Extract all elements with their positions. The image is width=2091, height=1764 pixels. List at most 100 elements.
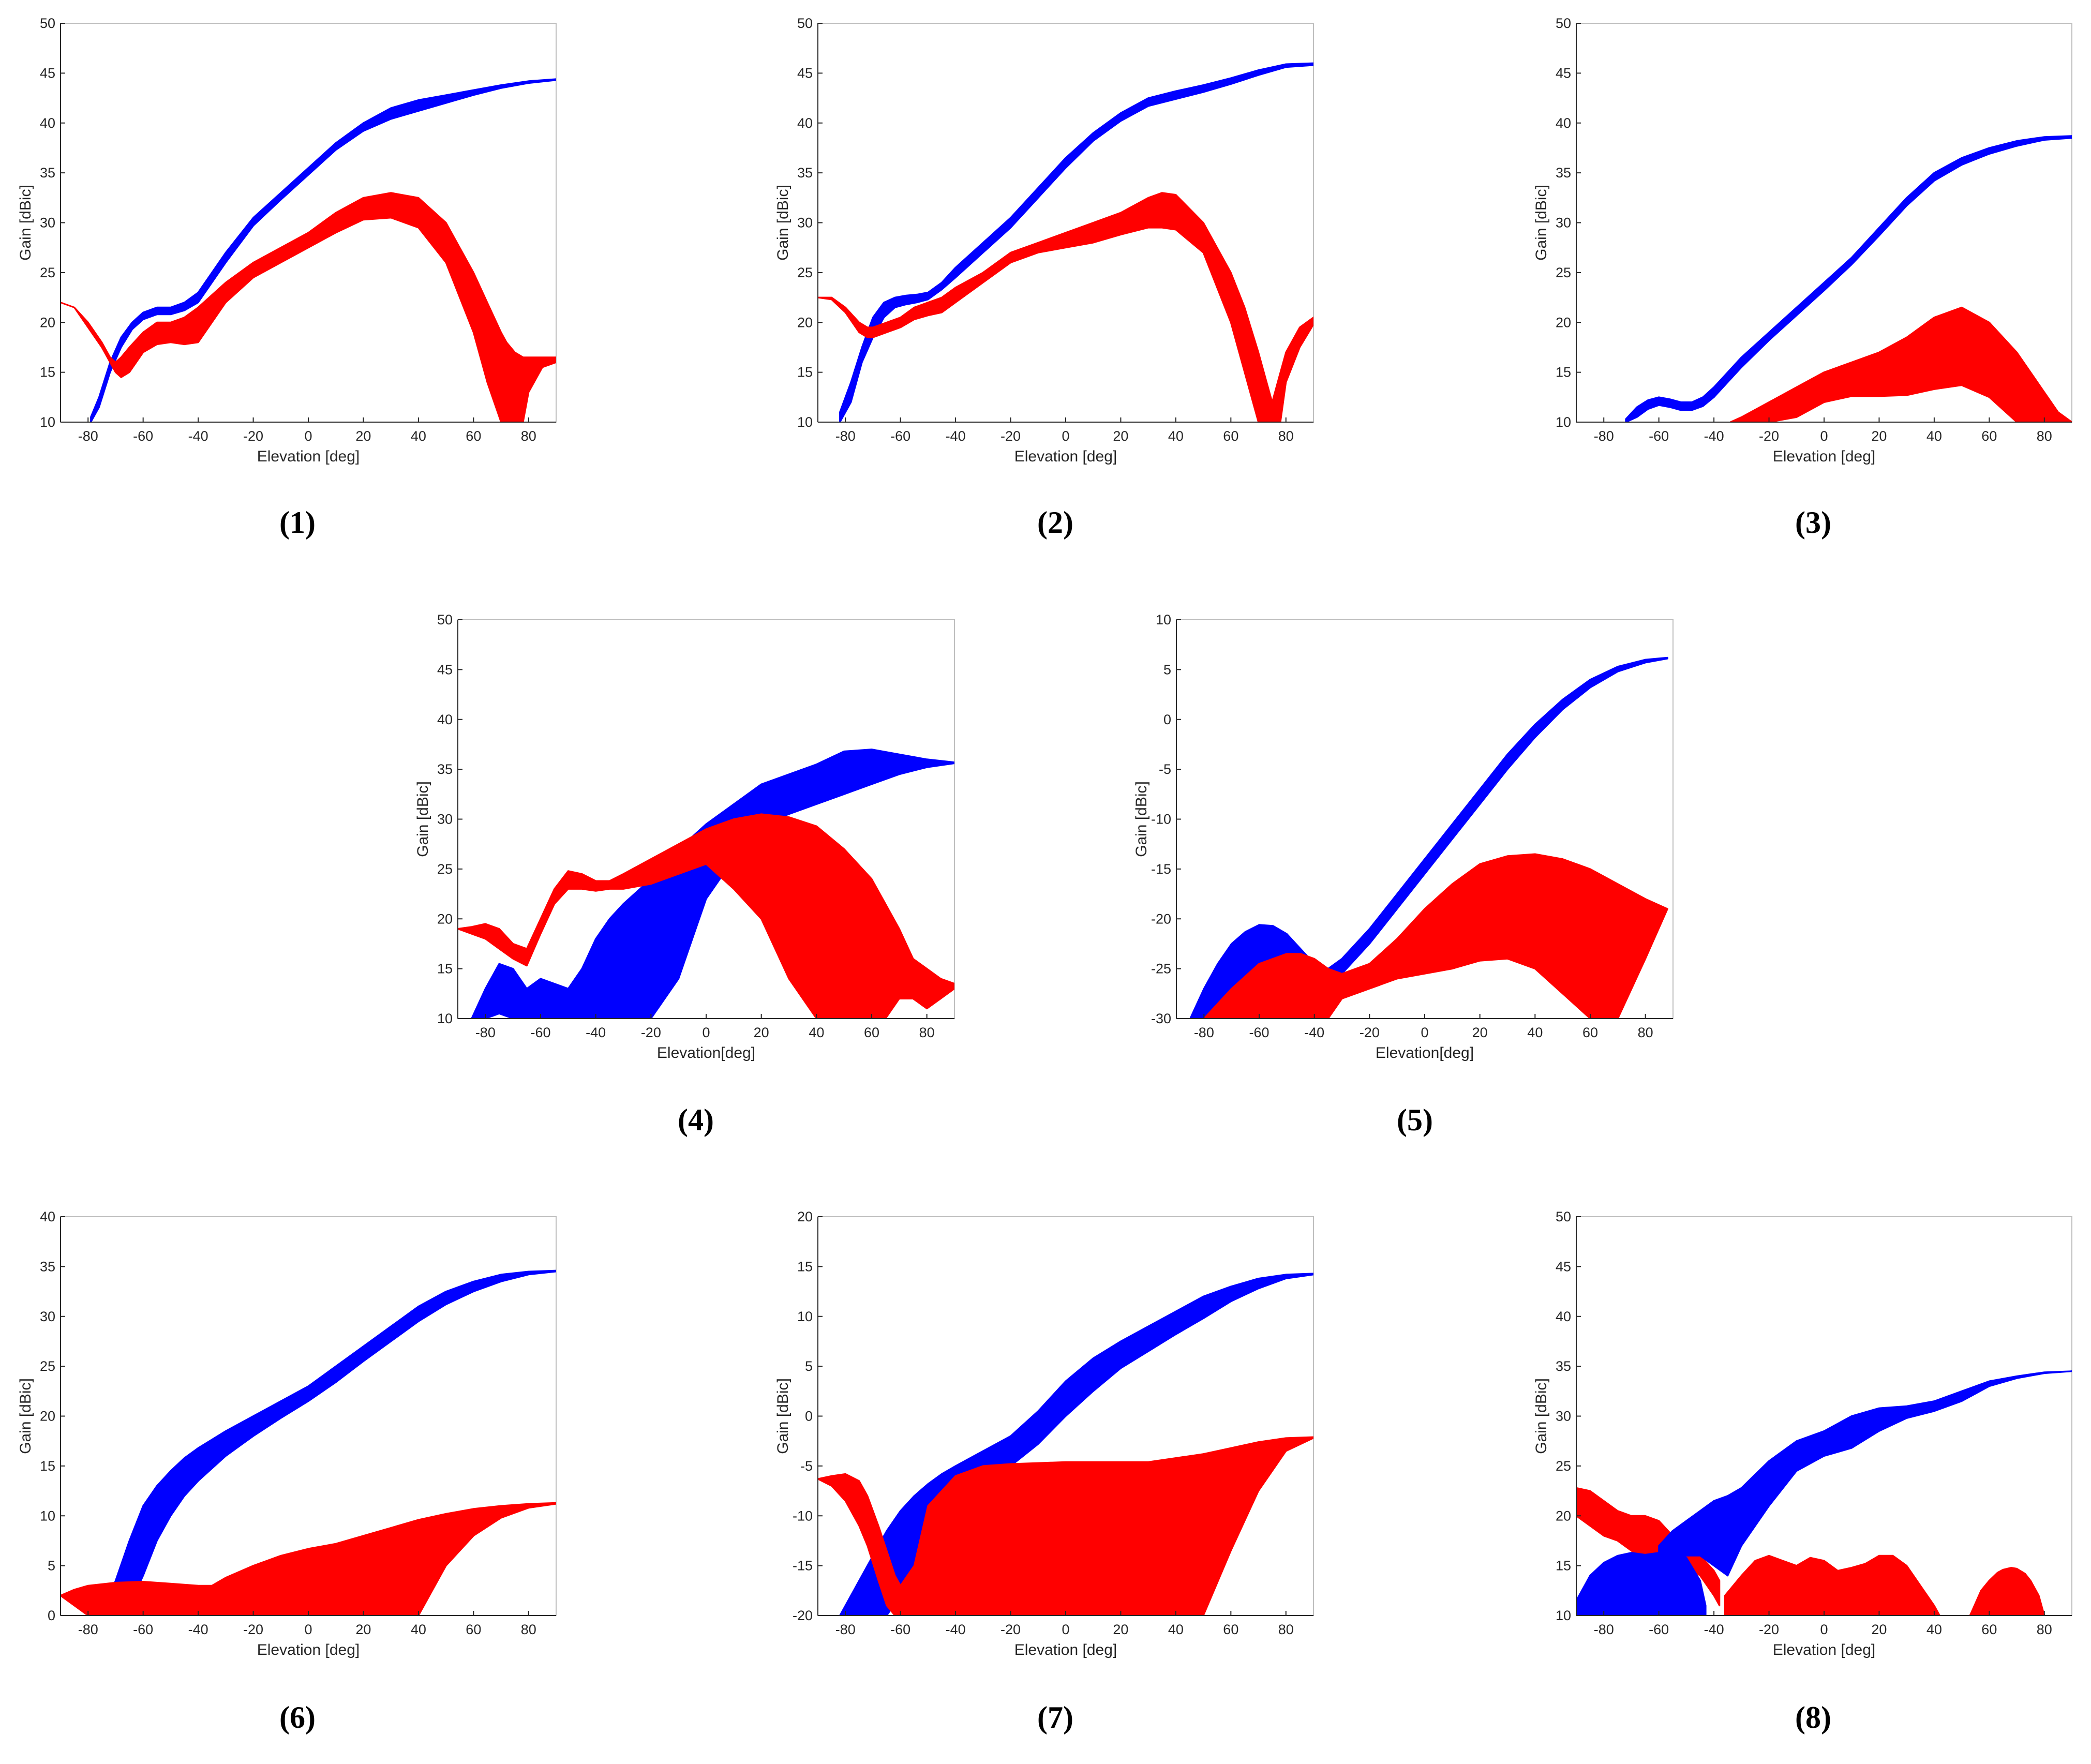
x-tick-label-2-0: -80: [835, 428, 856, 444]
x-axis-label-4: Elevation[deg]: [657, 1044, 755, 1062]
x-tick-label-1-0: -80: [78, 428, 98, 444]
x-tick-label-6-6: 40: [411, 1622, 426, 1637]
series-band-3-1-blue: [1625, 135, 2072, 422]
x-tick-label-7-1: -60: [890, 1622, 910, 1637]
x-tick-label-7-4: 0: [1062, 1622, 1069, 1637]
x-tick-label-8-0: -80: [1594, 1622, 1614, 1637]
y-tick-label-8-2: 20: [1556, 1508, 1571, 1523]
y-tick-label-3-4: 30: [1556, 215, 1571, 231]
y-axis-label-4: Gain [dBic]: [414, 781, 431, 857]
y-tick-label-1-8: 50: [40, 16, 55, 31]
y-tick-label-3-6: 40: [1556, 115, 1571, 131]
chart-panel-1: -80 -60 -40 -20 0 20 40 60 80 10 15 20 25 30 35 40 45 50 E…: [17, 16, 557, 540]
y-tick-label-7-7: 15: [797, 1259, 813, 1274]
x-tick-label-6-7: 60: [466, 1622, 481, 1637]
y-tick-label-2-0: 10: [797, 414, 813, 430]
x-tick-label-6-0: -80: [78, 1622, 98, 1637]
y-tick-label-4-4: 30: [437, 812, 453, 827]
x-tick-label-8-8: 80: [2037, 1622, 2052, 1637]
chart-panel-7: -80 -60 -40 -20 0 20 40 60 80 -20 -15 -10 -5 0 5 10 15 20…: [774, 1209, 1314, 1735]
y-axis-label-8: Gain [dBic]: [1533, 1378, 1550, 1454]
series-band-1-1-blue: [90, 78, 556, 422]
x-tick-label-3-5: 20: [1871, 428, 1887, 444]
chart-panel-4: -80 -60 -40 -20 0 20 40 60 80 10 15 20 25 30 35 40 45 50 E…: [414, 612, 955, 1137]
y-tick-label-6-1: 5: [48, 1558, 55, 1574]
y-tick-label-3-3: 25: [1556, 265, 1571, 280]
x-tick-label-1-2: -40: [188, 428, 208, 444]
panel-caption-4: (4): [678, 1103, 714, 1137]
x-tick-label-6-1: -60: [133, 1622, 153, 1637]
y-tick-label-2-2: 20: [797, 315, 813, 330]
y-tick-label-4-8: 50: [437, 612, 453, 627]
series-band-8-4-red-right: [1724, 1554, 1940, 1616]
x-axis-label-8: Elevation [deg]: [1773, 1641, 1875, 1658]
series-group-2: [818, 62, 1313, 422]
series-band-6-2-red: [61, 1502, 556, 1616]
x-tick-label-3-8: 80: [2037, 428, 2052, 444]
series-band-8-1-red-left: [1576, 1487, 1721, 1607]
y-tick-label-5-5: -5: [1159, 761, 1171, 777]
y-axis-label-5: Gain [dBic]: [1133, 781, 1150, 857]
x-axis-label-5: Elevation[deg]: [1376, 1044, 1474, 1062]
x-tick-label-4-7: 60: [864, 1025, 879, 1040]
y-tick-label-1-2: 20: [40, 315, 55, 330]
x-tick-label-5-8: 80: [1638, 1025, 1653, 1040]
y-axis-label-7: Gain [dBic]: [774, 1378, 791, 1454]
y-tick-label-7-1: -15: [793, 1558, 813, 1574]
panel-caption-8: (8): [1795, 1700, 1831, 1735]
x-tick-label-5-4: 0: [1421, 1025, 1428, 1040]
y-tick-label-2-5: 35: [797, 165, 813, 181]
y-tick-label-4-5: 35: [437, 761, 453, 777]
y-tick-label-3-5: 35: [1556, 165, 1571, 181]
x-axis-label-7: Elevation [deg]: [1014, 1641, 1117, 1658]
y-tick-label-7-4: 0: [805, 1409, 813, 1424]
x-tick-label-2-1: -60: [890, 428, 910, 444]
x-tick-label-2-6: 40: [1168, 428, 1184, 444]
panel-caption-5: (5): [1397, 1103, 1433, 1137]
x-tick-label-2-2: -40: [946, 428, 966, 444]
x-tick-label-5-3: -20: [1360, 1025, 1380, 1040]
series-band-4-1-blue: [471, 749, 954, 1019]
chart-panel-3: -80 -60 -40 -20 0 20 40 60 80 10 15 20 25 30 35 40 45 50 E…: [1533, 16, 2072, 540]
y-tick-label-6-3: 15: [40, 1458, 55, 1474]
series-band-8-5-red-small: [1969, 1567, 2045, 1616]
x-tick-label-7-8: 80: [1278, 1622, 1294, 1637]
x-tick-label-7-5: 20: [1113, 1622, 1128, 1637]
y-tick-label-2-1: 15: [797, 365, 813, 380]
y-tick-label-7-6: 10: [797, 1309, 813, 1324]
y-tick-label-6-8: 40: [40, 1209, 55, 1224]
y-tick-label-8-8: 50: [1556, 1209, 1571, 1224]
y-tick-label-7-3: -5: [800, 1458, 813, 1474]
x-tick-label-2-4: 0: [1062, 428, 1069, 444]
chart-panel-6: -80 -60 -40 -20 0 20 40 60 80 0 5 10 15 20 25 30 35 40 Ele…: [17, 1209, 557, 1735]
y-tick-label-1-0: 10: [40, 414, 55, 430]
y-tick-label-2-8: 50: [797, 16, 813, 31]
x-tick-label-4-8: 80: [919, 1025, 935, 1040]
y-tick-label-8-0: 10: [1556, 1608, 1571, 1623]
x-tick-label-6-2: -40: [188, 1622, 208, 1637]
x-tick-label-3-2: -40: [1704, 428, 1724, 444]
x-tick-label-7-0: -80: [835, 1622, 856, 1637]
y-tick-label-3-2: 20: [1556, 315, 1571, 330]
x-tick-label-1-4: 0: [304, 428, 312, 444]
y-tick-label-3-1: 15: [1556, 365, 1571, 380]
x-tick-label-1-1: -60: [133, 428, 153, 444]
x-tick-label-7-3: -20: [1000, 1622, 1021, 1637]
x-tick-label-8-4: 0: [1820, 1622, 1828, 1637]
x-tick-label-1-6: 40: [411, 428, 426, 444]
x-tick-label-3-1: -60: [1649, 428, 1669, 444]
y-tick-label-5-7: 5: [1163, 662, 1171, 677]
series-group-6: [61, 1269, 556, 1616]
y-tick-label-1-3: 25: [40, 265, 55, 280]
x-tick-label-6-5: 20: [355, 1622, 371, 1637]
y-tick-label-1-4: 30: [40, 215, 55, 231]
y-tick-label-4-0: 10: [437, 1011, 453, 1026]
y-tick-label-1-5: 35: [40, 165, 55, 181]
y-tick-label-4-3: 25: [437, 861, 453, 877]
series-band-6-1-blue: [101, 1269, 556, 1616]
x-tick-label-8-1: -60: [1649, 1622, 1669, 1637]
y-tick-label-6-7: 35: [40, 1259, 55, 1274]
series-band-2-2-red: [818, 192, 1313, 422]
x-tick-label-4-0: -80: [475, 1025, 496, 1040]
